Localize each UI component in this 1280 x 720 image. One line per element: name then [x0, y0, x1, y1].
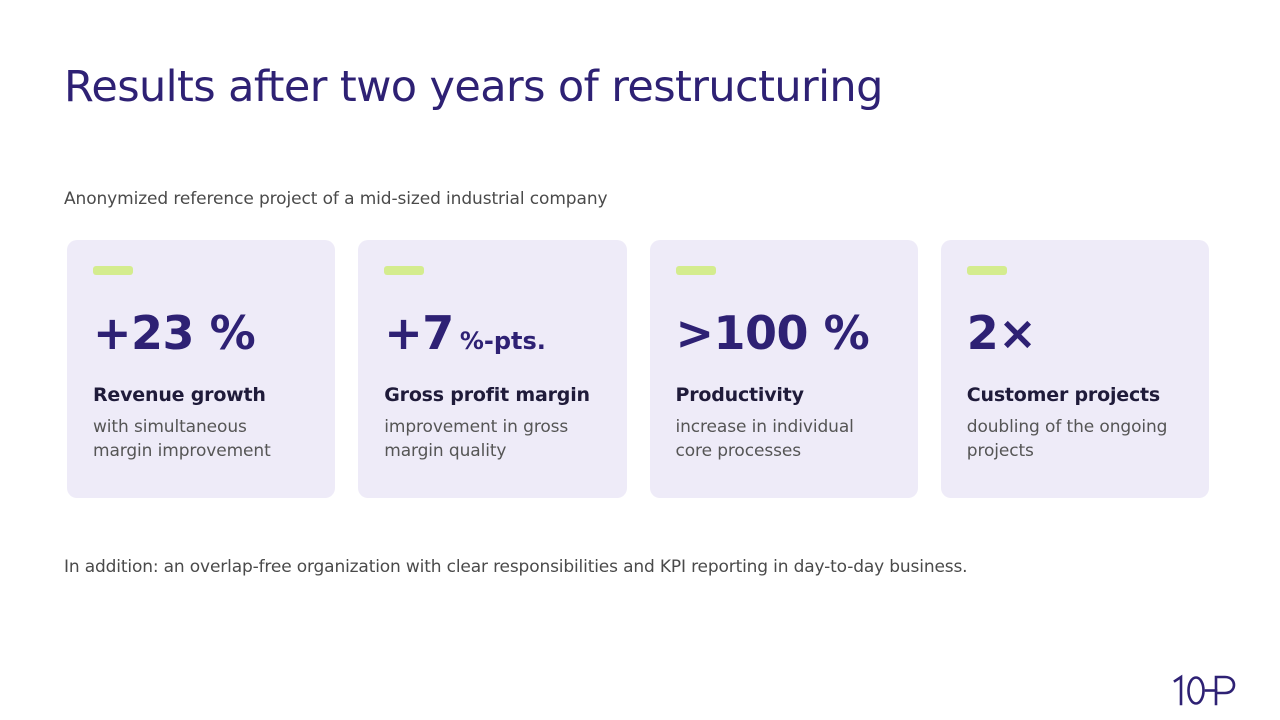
kpi-description: with simultaneous margin improvement [93, 417, 271, 461]
page-subtitle: Anonymized reference project of a mid-si… [64, 189, 608, 209]
kpi-value: +23 % [93, 306, 256, 360]
kpi-metric: +7 %-pts. [384, 306, 546, 360]
card-accent-bar [384, 266, 425, 275]
kpi-metric: +23 % [93, 306, 256, 360]
card-accent-bar [966, 266, 1007, 275]
kpi-description: improvement in gross margin quality [384, 417, 569, 461]
card-accent-bar [675, 266, 716, 275]
kpi-card-productivity: >100 % Productivity increase in individu… [649, 240, 918, 498]
kpi-label: Gross profit margin [384, 384, 590, 406]
kpi-description: increase in individual core processes [675, 417, 854, 461]
kpi-value: >100 % [675, 306, 870, 360]
kpi-unit: %-pts. [459, 327, 546, 355]
card-accent-bar [93, 266, 133, 275]
kpi-description: doubling of the ongoing projects [966, 417, 1168, 461]
kpi-cards: +23 % Revenue growth with simultaneous m… [67, 240, 1209, 498]
kpi-card-gross-margin: +7 %-pts. Gross profit margin improvement… [358, 240, 627, 498]
kpi-value: +7 [384, 306, 454, 360]
kpi-metric: >100 % [676, 306, 870, 360]
kpi-metric: 2× [967, 306, 1037, 360]
kpi-value: 2× [966, 306, 1037, 360]
kpi-label: Productivity [675, 384, 805, 406]
kpi-card-customer-projects: 2× Customer projects doubling of the ong… [940, 240, 1209, 498]
brand-logo [1173, 674, 1236, 706]
footnote: In addition: an overlap-free organizatio… [64, 557, 968, 577]
kpi-card-revenue: +23 % Revenue growth with simultaneous m… [67, 240, 336, 498]
page-title: Results after two years of restructuring [64, 62, 883, 112]
kpi-label: Customer projects [966, 384, 1161, 406]
kpi-label: Revenue growth [93, 384, 266, 406]
